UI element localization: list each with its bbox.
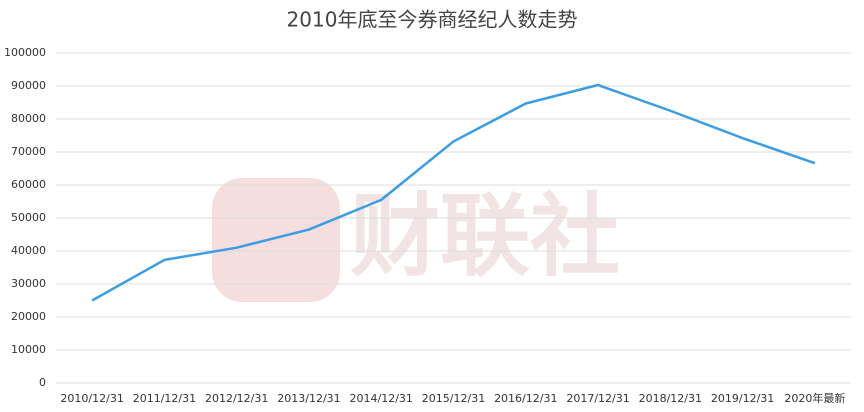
y-tick-label: 90000 <box>11 79 46 92</box>
x-tick-label: 2011/12/31 <box>133 392 196 405</box>
y-tick-label: 40000 <box>11 244 46 257</box>
watermark-logo <box>212 178 340 302</box>
y-tick-label: 20000 <box>11 310 46 323</box>
y-tick-label: 30000 <box>11 277 46 290</box>
y-tick-label: 10000 <box>11 343 46 356</box>
x-tick-label: 2010/12/31 <box>60 392 123 405</box>
data-line <box>91 83 816 302</box>
x-tick-label: 2015/12/31 <box>422 392 485 405</box>
y-tick-label: 80000 <box>11 112 46 125</box>
y-tick-label: 0 <box>39 376 46 389</box>
x-tick-label: 2014/12/31 <box>350 392 413 405</box>
y-tick-label: 70000 <box>11 145 46 158</box>
watermark-text: 财联社 <box>350 184 620 289</box>
x-tick-label: 2012/12/31 <box>205 392 268 405</box>
x-tick-label: 2013/12/31 <box>277 392 340 405</box>
chart-title: 2010年底至今券商经纪人数走势 <box>287 8 578 32</box>
y-tick-label: 50000 <box>11 211 46 224</box>
y-tick-label: 60000 <box>11 178 46 191</box>
y-tick-label: 100000 <box>4 46 46 59</box>
x-tick-label: 2020年最新 <box>784 391 845 405</box>
x-tick-label: 2018/12/31 <box>639 392 702 405</box>
watermark: 财联社 <box>212 178 620 302</box>
x-tick-label: 2016/12/31 <box>494 392 557 405</box>
x-tick-label: 2019/12/31 <box>711 392 774 405</box>
x-tick-label: 2017/12/31 <box>566 392 629 405</box>
